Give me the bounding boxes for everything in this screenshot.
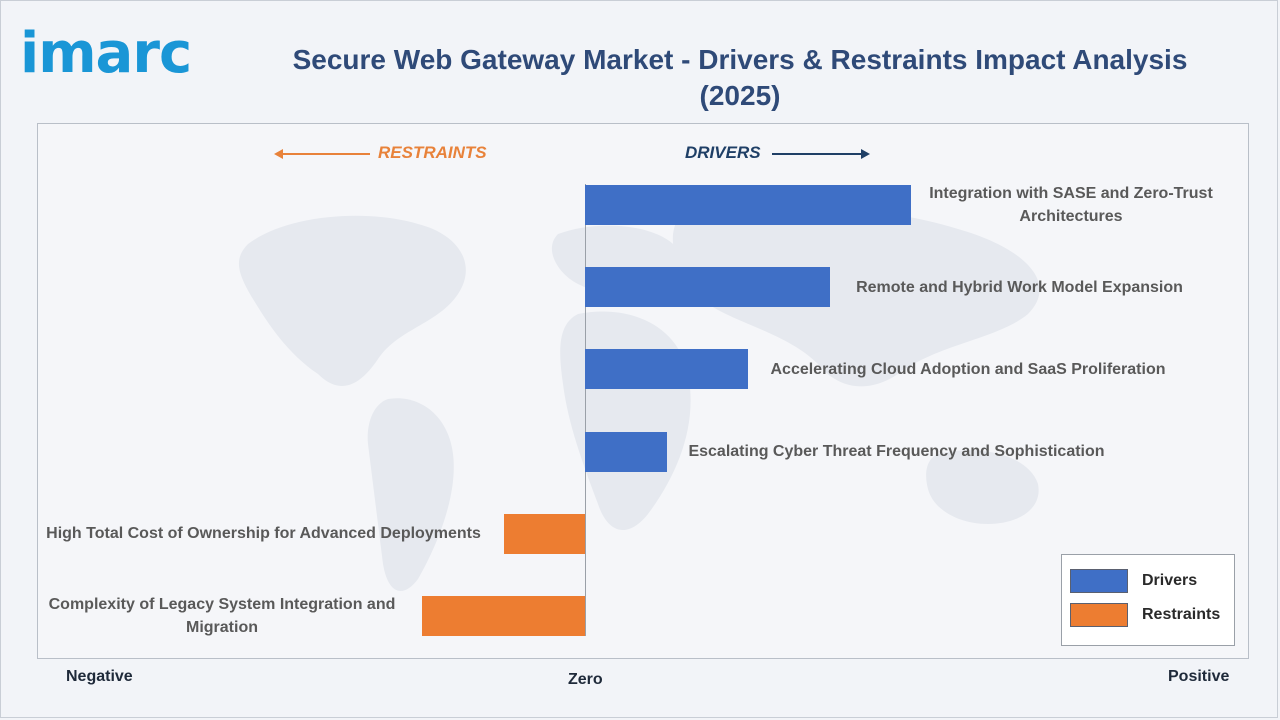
- bar-label-2: Accelerating Cloud Adoption and SaaS Pro…: [770, 360, 1166, 378]
- legend-swatch-restraints: [1070, 603, 1128, 627]
- bar-drivers-1: [585, 267, 830, 308]
- plot-area: RESTRAINTS DRIVERS Integration with SASE…: [37, 123, 1249, 659]
- bar-restraints-5: [422, 596, 585, 636]
- legend-label-drivers: Drivers: [1142, 572, 1198, 589]
- chart-title: Secure Web Gateway Market - Drivers & Re…: [292, 44, 1188, 111]
- bar-label-0: Integration with SASE and Zero-Trust Arc…: [929, 185, 1213, 225]
- axis-label-zero: Zero: [568, 671, 603, 688]
- axis-label-negative: Negative: [66, 668, 133, 685]
- bar-label-1: Remote and Hybrid Work Model Expansion: [856, 278, 1183, 296]
- bar-label-4: High Total Cost of Ownership for Advance…: [46, 525, 481, 543]
- legend-label-restraints: Restraints: [1142, 606, 1221, 623]
- world-map-watermark: [238, 206, 1040, 591]
- legend-item-restraints: Restraints: [1070, 603, 1220, 627]
- bar-drivers-3: [585, 431, 667, 472]
- left-arrow-icon: [274, 149, 370, 159]
- zero-axis-line: [585, 184, 586, 636]
- bar-label-3: Escalating Cyber Threat Frequency and So…: [688, 443, 1105, 461]
- drivers-direction-label: DRIVERS: [685, 143, 761, 162]
- legend-swatch-drivers: [1070, 569, 1128, 593]
- right-arrow-icon: [772, 149, 870, 159]
- legend-item-drivers: Drivers: [1070, 569, 1197, 593]
- bar-drivers-0: [585, 185, 911, 225]
- bar-restraints-4: [503, 513, 585, 554]
- bar-label-5: Complexity of Legacy System Integration …: [48, 596, 396, 636]
- legend: Drivers Restraints: [1061, 554, 1235, 646]
- axis-label-positive: Positive: [1168, 668, 1230, 685]
- restraints-direction-label: RESTRAINTS: [378, 143, 487, 162]
- brand-logo: imarc: [20, 21, 192, 86]
- bar-drivers-2: [585, 349, 748, 390]
